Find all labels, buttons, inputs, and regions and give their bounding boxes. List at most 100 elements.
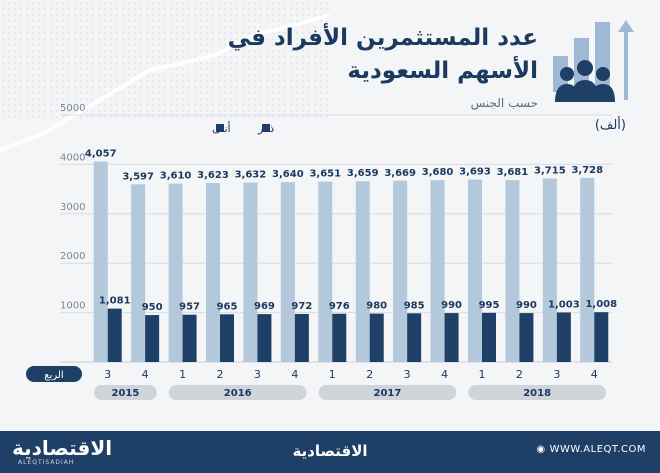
bar-female [182, 314, 197, 362]
year-label: 2017 [374, 388, 402, 399]
bar-male-value: 3,681 [497, 167, 529, 178]
bar-male-value: 3,715 [534, 165, 566, 176]
bar-female [519, 313, 534, 362]
year-pill [318, 385, 457, 400]
bar-male-value: 3,659 [347, 168, 379, 179]
x-tick-label: 3 [254, 368, 261, 381]
bar-female [145, 315, 160, 362]
bar-male-value: 3,728 [571, 165, 603, 176]
bar-female-value: 972 [291, 301, 312, 312]
bar-female-value: 1,003 [548, 299, 580, 310]
x-tick-label: 1 [329, 368, 336, 381]
footer-bar: الاقتصادية ALEQTISADIAH الاقتصادية ◉ WWW.… [0, 431, 660, 473]
y-tick-label: 1000 [60, 301, 85, 312]
footer-logo: الاقتصادية [12, 436, 113, 460]
bar-male-value: 3,680 [422, 167, 454, 178]
bar-male [580, 177, 595, 362]
year-label: 2015 [112, 388, 140, 399]
bar-male [542, 178, 557, 362]
bar-chart: 5000 4000 3000 2000 1000 أنثى ذكر 4,057 1,081 3 3,… [26, 103, 617, 400]
bar-male-value: 3,597 [122, 171, 154, 182]
bar-female [482, 312, 496, 362]
year-pill [94, 385, 157, 400]
bar-female-value: 950 [142, 302, 163, 313]
bar-male [131, 184, 146, 362]
x-tick-label: 2 [366, 368, 373, 381]
chart-subtitle: حسب الجنس [470, 96, 538, 110]
globe-icon: ◉ [536, 444, 546, 455]
bar-female [556, 312, 571, 362]
bar-female [294, 313, 309, 362]
footer-logo-sub: ALEQTISADIAH [18, 459, 75, 466]
footer-url[interactable]: ◉ WWW.ALEQT.COM [536, 444, 646, 455]
bar-female [107, 308, 122, 362]
bar-female-value: 965 [217, 301, 238, 312]
legend-swatch-male [262, 124, 270, 132]
bar-female-value: 969 [254, 301, 275, 312]
bar-female-value: 957 [179, 302, 200, 313]
legend-swatch-female [216, 124, 224, 132]
year-pill [168, 385, 307, 400]
x-axis-title: الربع [44, 370, 63, 381]
bar-female-value: 990 [441, 300, 462, 311]
legend-label-male: ذكر [257, 122, 274, 135]
bar-male-value: 4,057 [85, 149, 117, 160]
y-tick-label: 2000 [60, 251, 85, 262]
bar-male-value: 3,640 [272, 169, 304, 180]
year-label: 2016 [224, 388, 252, 399]
bar-female [407, 313, 422, 362]
bar-male [505, 180, 520, 362]
bar-female [257, 314, 272, 362]
bar-male [280, 182, 295, 362]
x-tick-label: 3 [553, 368, 560, 381]
bar-female-value: 990 [516, 300, 537, 311]
bar-female-value: 1,008 [585, 299, 617, 310]
year-label: 2018 [523, 388, 551, 399]
bar-male [355, 181, 370, 362]
x-tick-label: 2 [516, 368, 523, 381]
bar-female-value: 976 [329, 301, 350, 312]
bar-male [318, 181, 333, 362]
x-tick-label: 1 [479, 368, 486, 381]
year-pill [468, 385, 606, 400]
x-tick-label: 4 [142, 368, 149, 381]
x-tick-label: 3 [404, 368, 411, 381]
x-tick-label: 4 [591, 368, 598, 381]
y-tick-label: 3000 [60, 202, 85, 213]
bar-male [243, 182, 258, 362]
x-axis-title-pill [26, 366, 82, 382]
bar-female [220, 314, 234, 362]
bar-male-value: 3,623 [197, 170, 229, 181]
y-tick-label: 4000 [60, 152, 85, 163]
investors-chart-icon [553, 20, 634, 102]
footer-url-text: WWW.ALEQT.COM [549, 444, 646, 455]
chart-title: عدد المستثمرين الأفراد في الأسهم السعودي… [227, 25, 538, 84]
x-tick-label: 1 [179, 368, 186, 381]
bar-male [430, 180, 445, 362]
bar-female-value: 1,081 [99, 296, 131, 307]
x-tick-label: 3 [104, 368, 111, 381]
bar-male [468, 179, 482, 362]
bar-male-value: 3,693 [459, 167, 491, 178]
x-tick-label: 4 [291, 368, 298, 381]
bar-female-value: 985 [404, 300, 425, 311]
bar-female [332, 313, 347, 362]
bar-male [93, 161, 108, 362]
bar-female [369, 313, 384, 362]
bar-male [168, 183, 183, 362]
bar-female-value: 995 [479, 300, 500, 311]
x-tick-label: 4 [441, 368, 448, 381]
unit-label: (ألف) [594, 118, 626, 133]
legend-label-female: أنثى [212, 121, 231, 135]
y-tick-label: 5000 [60, 103, 85, 114]
bar-female [444, 313, 459, 362]
bar-male-value: 3,669 [384, 168, 416, 179]
bar-male [393, 180, 408, 362]
footer-brand: الاقتصادية [292, 442, 368, 460]
bar-female [594, 312, 609, 362]
x-tick-label: 2 [217, 368, 224, 381]
bar-male-value: 3,651 [309, 169, 341, 180]
bar-male-value: 3,610 [160, 171, 192, 182]
bar-male-value: 3,632 [235, 170, 267, 181]
